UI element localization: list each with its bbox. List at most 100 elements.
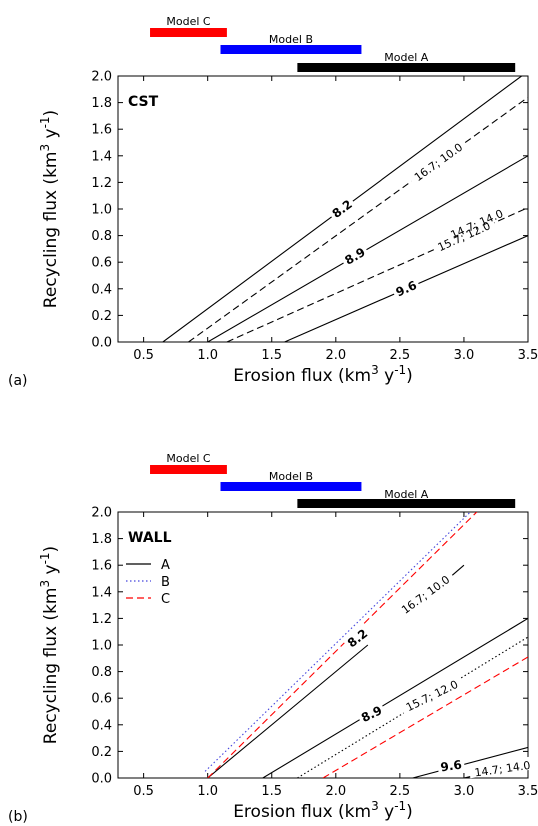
y-axis-title-part: y	[41, 564, 61, 579]
x-axis-title-part: y	[379, 366, 394, 386]
annotation-bg	[356, 701, 386, 725]
y-tick-label: 1.2	[91, 612, 112, 627]
series-label-bg	[406, 136, 469, 186]
annotation-bg	[394, 568, 456, 618]
x-tick-label: 3.5	[518, 784, 538, 799]
annotation-bg	[342, 623, 372, 651]
range-bar-model-b	[220, 45, 362, 54]
series-label-bg	[326, 194, 356, 221]
series-label: 16.7; 10.0	[412, 141, 465, 184]
x-axis-title-part: -1	[394, 363, 406, 377]
y-tick-label: 0.0	[91, 772, 112, 787]
y-axis-title-part: 3	[38, 144, 52, 152]
x-tick-label: 1.5	[261, 784, 282, 799]
y-tick-label: 1.6	[91, 123, 112, 138]
y-tick-label: 2.0	[91, 70, 112, 85]
annotation-label: 9.6	[440, 758, 463, 775]
y-axis-title-part: )	[41, 546, 61, 553]
x-tick-label: 0.5	[133, 348, 154, 363]
y-tick-label: 1.4	[91, 585, 112, 600]
range-bar-label: Model A	[384, 488, 429, 501]
chart-panel-a: Model C Model B Model A 0.5 1.0 1.5 2.0 2.5 3.0 3…	[8, 15, 538, 389]
y-tick-label: 1.6	[91, 559, 112, 574]
annotation-label: 16.7; 10.0	[399, 573, 452, 617]
annotation-bg	[468, 756, 536, 779]
series-label-bg	[339, 242, 369, 268]
range-bar-model-c	[150, 28, 227, 37]
x-axis-title-part: 3	[371, 363, 379, 377]
x-tick-label: 2.5	[390, 784, 411, 799]
y-axis-title-part: -1	[38, 116, 52, 128]
x-tick-label: 3.0	[454, 348, 475, 363]
plot-frame	[117, 511, 529, 779]
y-tick-label: 0.4	[91, 718, 112, 733]
x-tick-label: 1.5	[261, 348, 282, 363]
series-line-4	[262, 617, 528, 778]
chart-panel-b: Model C Model B Model A 0.5 1.0 1.5 2.0 2.5 3.0 3…	[8, 452, 538, 825]
series-line-3	[207, 512, 478, 778]
range-bar-label: Model B	[269, 470, 313, 483]
annotation-label: 14.7; 14.0	[474, 759, 531, 780]
series-label-bg	[390, 276, 421, 299]
y-tick-label: 1.8	[91, 96, 112, 111]
inset-label: CST	[128, 94, 159, 110]
y-axis-title-part: 3	[38, 580, 52, 588]
series-line-0	[207, 644, 369, 778]
series-group	[204, 512, 528, 778]
x-tick-label: 1.0	[197, 348, 218, 363]
y-tick-label: 0.6	[91, 692, 112, 707]
x-axis-title-part: -1	[394, 799, 406, 813]
panel-label: (a)	[8, 373, 28, 389]
y-axis-title: Recycling flux (km3 y-1)	[38, 110, 61, 308]
range-bar-label: Model A	[384, 51, 429, 64]
annotation-bg	[398, 673, 464, 715]
x-tick-label: 3.5	[518, 348, 538, 363]
series-line-6	[322, 656, 528, 778]
y-tick-label: 0.2	[91, 745, 112, 760]
x-axis-title-part: )	[406, 802, 413, 822]
y-tick-label: 1.8	[91, 532, 112, 547]
x-axis-title-part: )	[406, 366, 413, 386]
series-line-2	[204, 512, 471, 772]
x-tick-label: 3.0	[454, 784, 475, 799]
legend-label-a: A	[161, 558, 170, 573]
y-tick-label: 1.4	[91, 149, 112, 164]
x-tick-label: 0.5	[133, 784, 154, 799]
y-tick-label: 2.0	[91, 506, 112, 521]
x-tick-label: 2.5	[390, 348, 411, 363]
range-bar-model-b	[220, 482, 362, 491]
y-axis-title-part: )	[41, 110, 61, 117]
y-tick-label: 0.2	[91, 309, 112, 324]
y-tick-label: 0.6	[91, 256, 112, 271]
annotation-label: 15.7; 12.0	[404, 678, 460, 714]
x-axis-title-part: 3	[371, 799, 379, 813]
x-axis-title-part: Erosion flux (km	[233, 802, 371, 822]
y-tick-label: 0.8	[91, 229, 112, 244]
x-tick-label: 2.0	[325, 784, 346, 799]
y-tick-label: 1.0	[91, 639, 112, 654]
series-line-5	[297, 636, 528, 778]
range-bar-label: Model B	[269, 33, 313, 46]
y-axis-title-part: Recycling flux (km	[41, 152, 61, 309]
range-bar-label: Model C	[166, 452, 211, 465]
y-axis-title-part: -1	[38, 552, 52, 564]
series-label-bg	[430, 215, 497, 255]
y-tick-label: 0.8	[91, 665, 112, 680]
series-line-2	[207, 155, 528, 342]
panel-label: (b)	[8, 809, 28, 825]
range-bar-model-c	[150, 465, 227, 474]
y-axis-title-part: Recycling flux (km	[41, 588, 61, 745]
x-axis-title-part: y	[379, 802, 394, 822]
plot-frame	[117, 75, 529, 343]
y-axis-title-part: y	[41, 128, 61, 143]
series-line-1	[188, 96, 528, 342]
x-tick-label: 1.0	[197, 784, 218, 799]
y-tick-label: 0.4	[91, 282, 112, 297]
x-axis-title: Erosion flux (km3 y-1)	[233, 363, 413, 386]
x-axis-title-part: Erosion flux (km	[233, 366, 371, 386]
y-tick-label: 1.2	[91, 176, 112, 191]
range-bar-model-a	[297, 63, 516, 72]
annotation-bg	[436, 756, 465, 773]
x-tick-label: 2.0	[325, 348, 346, 363]
